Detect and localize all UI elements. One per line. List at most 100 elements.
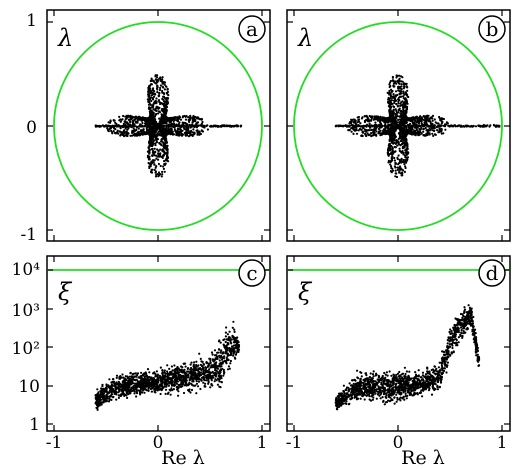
eigenvalue-point — [152, 102, 155, 105]
localization-point — [219, 341, 222, 344]
eigenvalue-point — [150, 94, 153, 97]
eigenvalue-point — [373, 129, 376, 132]
eigenvalue-point — [352, 121, 355, 124]
localization-point — [228, 367, 231, 370]
eigenvalue-point — [160, 115, 163, 118]
eigenvalue-point — [428, 132, 431, 135]
eigenvalue-point — [233, 125, 236, 128]
eigenvalue-point — [366, 119, 369, 123]
eigenvalue-point — [163, 170, 166, 173]
eigenvalue-point — [151, 154, 154, 157]
eigenvalue-point — [400, 95, 403, 98]
eigenvalue-point — [118, 115, 121, 118]
eigenvalue-point — [186, 125, 189, 128]
eigenvalue-point — [155, 102, 158, 105]
eigenvalue-point — [403, 146, 406, 149]
eigenvalue-point — [389, 97, 392, 100]
eigenvalue-point — [157, 112, 160, 115]
eigenvalue-point — [400, 104, 403, 107]
localization-point — [135, 388, 138, 391]
eigenvalue-point — [425, 121, 428, 124]
localization-point — [204, 366, 207, 369]
eigenvalue-point — [389, 160, 392, 164]
eigenvalue-point — [477, 124, 480, 127]
eigenvalue-point — [474, 125, 478, 128]
eigenvalue-point — [159, 79, 163, 83]
eigenvalue-point — [386, 91, 389, 94]
localization-point — [222, 368, 225, 372]
eigenvalue-point — [398, 118, 401, 121]
eigenvalue-point — [395, 115, 398, 118]
eigenvalue-point — [431, 119, 434, 122]
eigenvalue-point — [180, 134, 184, 137]
eigenvalue-point — [417, 122, 420, 125]
eigenvalue-point — [408, 119, 411, 122]
eigenvalue-point — [400, 112, 403, 115]
eigenvalue-point — [350, 118, 353, 121]
localization-point — [127, 393, 130, 396]
panel-a-ticks — [47, 10, 270, 241]
eigenvalue-point — [363, 120, 367, 124]
localization-point — [171, 369, 174, 372]
eigenvalue-point — [391, 157, 394, 160]
localization-point — [210, 351, 214, 354]
eigenvalue-point — [393, 141, 396, 144]
eigenvalue-point — [113, 124, 116, 128]
eigenvalue-point — [414, 119, 417, 123]
eigenvalue-point — [155, 139, 158, 142]
localization-point — [214, 371, 217, 374]
eigenvalue-point — [168, 118, 171, 121]
eigenvalue-point — [409, 119, 412, 123]
localization-point — [197, 385, 200, 388]
eigenvalue-point — [168, 121, 171, 124]
localization-point — [228, 330, 231, 333]
eigenvalue-point — [164, 139, 167, 142]
localization-point — [188, 388, 191, 391]
eigenvalue-point — [398, 125, 401, 128]
eigenvalue-point — [391, 129, 395, 132]
eigenvalue-point — [153, 93, 156, 96]
eigenvalue-point — [161, 156, 164, 159]
localization-point — [207, 362, 211, 365]
eigenvalue-point — [389, 106, 392, 109]
eigenvalue-point — [137, 132, 141, 135]
eigenvalue-point — [157, 99, 160, 102]
eigenvalue-point — [149, 114, 152, 117]
eigenvalue-point — [497, 125, 500, 128]
localization-point — [233, 350, 236, 353]
eigenvalue-point — [158, 88, 162, 92]
eigenvalue-point — [399, 104, 402, 107]
eigenvalue-point — [147, 147, 150, 150]
eigenvalue-point — [350, 127, 353, 130]
eigenvalue-point — [437, 131, 440, 134]
eigenvalue-point — [397, 96, 401, 99]
eigenvalue-point — [163, 83, 166, 86]
eigenvalue-point — [402, 109, 405, 112]
localization-point — [166, 392, 169, 395]
eigenvalue-point — [403, 170, 406, 173]
eigenvalue-point — [397, 166, 400, 169]
eigenvalue-point — [394, 161, 397, 164]
eigenvalue-point — [146, 98, 149, 101]
eigenvalue-point — [148, 97, 151, 100]
eigenvalue-point — [364, 130, 367, 133]
eigenvalue-point — [176, 119, 179, 122]
eigenvalue-point — [370, 118, 373, 122]
eigenvalue-point — [141, 121, 144, 125]
eigenvalue-point — [165, 159, 169, 162]
eigenvalue-point — [391, 76, 394, 79]
localization-point — [235, 351, 238, 354]
eigenvalue-point — [101, 124, 104, 127]
eigenvalue-point — [97, 125, 100, 128]
eigenvalue-point — [350, 130, 353, 133]
eigenvalue-point — [171, 130, 174, 133]
eigenvalue-point — [152, 138, 155, 141]
localization-point — [136, 374, 139, 377]
eigenvalue-point — [399, 114, 402, 117]
eigenvalue-point — [136, 125, 139, 129]
eigenvalue-point — [370, 132, 373, 135]
eigenvalue-point — [394, 150, 397, 153]
eigenvalue-point — [100, 125, 103, 128]
eigenvalue-point — [192, 128, 195, 131]
eigenvalue-point — [396, 144, 399, 147]
